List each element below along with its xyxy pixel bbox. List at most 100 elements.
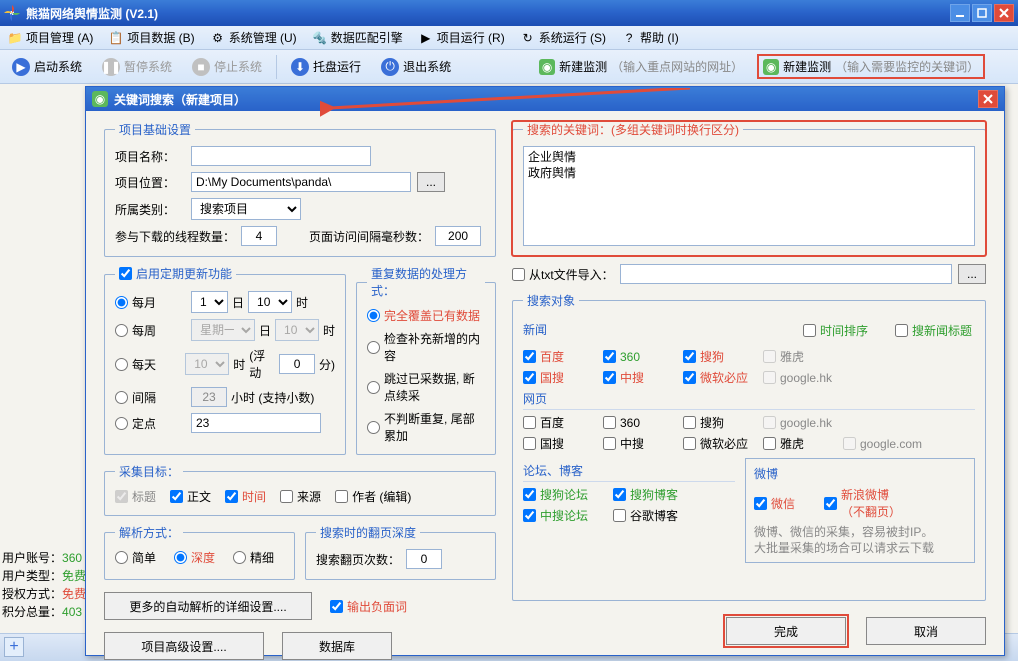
web-yahu-checkbox[interactable] <box>763 437 776 450</box>
float-input[interactable] <box>279 354 315 374</box>
parse-simple-radio[interactable] <box>115 551 128 564</box>
dialog-titlebar: ◉ 关键词搜索（新建项目） <box>86 87 1004 111</box>
google-blog-checkbox[interactable] <box>613 509 626 522</box>
zhongsou-forum-checkbox[interactable] <box>523 509 536 522</box>
import-browse-button[interactable]: ... <box>958 264 986 284</box>
schedule-legend: 启用定期更新功能 <box>115 265 236 283</box>
dup-supplement-radio[interactable] <box>367 341 380 354</box>
menu-system-mgmt[interactable]: ⚙系统管理 (U) <box>211 29 297 46</box>
threads-input[interactable] <box>241 226 277 246</box>
collect-title-checkbox <box>115 490 128 503</box>
browse-path-button[interactable]: ... <box>417 172 445 192</box>
web-sogou-checkbox[interactable] <box>683 416 696 429</box>
web-guosou-checkbox[interactable] <box>523 437 536 450</box>
import-txt-checkbox[interactable] <box>512 268 525 281</box>
stop-circle-icon: ■ <box>192 58 210 76</box>
parse-group: 解析方式： 简单 深度 精细 <box>104 524 295 580</box>
monthly-day-select[interactable]: 1 <box>191 291 228 313</box>
add-button[interactable]: + <box>4 637 24 657</box>
menu-project-mgmt[interactable]: 📁项目管理 (A) <box>8 29 93 46</box>
fixed-input[interactable] <box>191 413 321 433</box>
tray-button[interactable]: ⬇托盘运行 <box>285 56 367 78</box>
news-title-checkbox[interactable] <box>895 324 908 337</box>
menu-help[interactable]: ?帮助 (I) <box>622 29 679 46</box>
parse-fine-radio[interactable] <box>233 551 246 564</box>
news-baidu-checkbox[interactable] <box>523 350 536 363</box>
database-button[interactable]: 数据库 <box>282 632 392 660</box>
new-monitor-keyword[interactable]: ◉新建监测（输入需要监控的关键词） <box>757 54 985 79</box>
news-zhongsou-checkbox[interactable] <box>603 371 616 384</box>
interval-input[interactable] <box>435 226 481 246</box>
news-bing-checkbox[interactable] <box>683 371 696 384</box>
weekly-hour-select: 10 <box>275 319 319 341</box>
interval-radio[interactable] <box>115 391 128 404</box>
pause-circle-icon: ❚❚ <box>102 58 120 76</box>
toolbar: ▶启动系统 ❚❚暂停系统 ■停止系统 ⬇托盘运行 ⏻退出系统 ◉新建监测（输入重… <box>0 50 1018 84</box>
collect-legend: 采集目标： <box>115 463 183 480</box>
news-sogou-checkbox[interactable] <box>683 350 696 363</box>
dup-overwrite-radio[interactable] <box>367 309 380 322</box>
fixed-radio[interactable] <box>115 417 128 430</box>
pause-system-button[interactable]: ❚❚暂停系统 <box>96 56 178 78</box>
weekly-day-select: 星期一 <box>191 319 255 341</box>
targets-legend: 搜索对象 <box>523 292 579 309</box>
web-bing-checkbox[interactable] <box>683 437 696 450</box>
stop-system-button[interactable]: ■停止系统 <box>186 56 268 78</box>
weixin-checkbox[interactable] <box>754 497 767 510</box>
menu-system-run[interactable]: ↻系统运行 (S) <box>521 29 606 46</box>
category-select[interactable]: 搜索项目 <box>191 198 301 220</box>
neg-words-checkbox[interactable] <box>330 600 343 613</box>
web-googlecom-checkbox <box>843 437 856 450</box>
more-parse-settings-button[interactable]: 更多的自动解析的详细设置.... <box>104 592 312 620</box>
collect-author-checkbox[interactable] <box>335 490 348 503</box>
depth-group: 搜索时的翻页深度 搜索翻页次数： <box>305 524 496 580</box>
menu-project-run[interactable]: ▶项目运行 (R) <box>419 29 505 46</box>
dialog-icon: ◉ <box>92 91 108 107</box>
monthly-hour-select[interactable]: 10 <box>248 291 292 313</box>
web-zhongsou-checkbox[interactable] <box>603 437 616 450</box>
exit-button[interactable]: ⏻退出系统 <box>375 56 457 78</box>
refresh-icon: ↻ <box>521 31 535 45</box>
start-system-button[interactable]: ▶启动系统 <box>6 56 88 78</box>
minimize-button[interactable] <box>950 4 970 22</box>
weekly-radio[interactable] <box>115 324 128 337</box>
power-icon: ⏻ <box>381 58 399 76</box>
daily-radio[interactable] <box>115 358 128 371</box>
sogou-forum-checkbox[interactable] <box>523 488 536 501</box>
menu-project-data[interactable]: 📋项目数据 (B) <box>109 29 194 46</box>
sogou-blog-checkbox[interactable] <box>613 488 626 501</box>
new-monitor-url[interactable]: ◉新建监测（输入重点网站的网址） <box>533 56 749 77</box>
dup-append-radio[interactable] <box>367 421 380 434</box>
collect-time-checkbox[interactable] <box>225 490 238 503</box>
play-circle-icon: ▶ <box>12 58 30 76</box>
maximize-button[interactable] <box>972 4 992 22</box>
dialog-close-button[interactable] <box>978 90 998 108</box>
news-360-checkbox[interactable] <box>603 350 616 363</box>
web-360-checkbox[interactable] <box>603 416 616 429</box>
parse-legend: 解析方式： <box>115 524 183 541</box>
schedule-group: 启用定期更新功能 每月1日10时 每周星期一日10时 每天10时(浮动分) 间隔… <box>104 265 346 455</box>
sina-weibo-checkbox[interactable] <box>824 497 837 510</box>
cancel-button[interactable]: 取消 <box>866 617 986 645</box>
monthly-radio[interactable] <box>115 296 128 309</box>
time-sort-checkbox[interactable] <box>803 324 816 337</box>
keywords-textarea[interactable]: 企业舆情 政府舆情 <box>523 146 975 246</box>
collect-body-checkbox[interactable] <box>170 490 183 503</box>
advanced-settings-button[interactable]: 项目高级设置.... <box>104 632 264 660</box>
news-guosou-checkbox[interactable] <box>523 371 536 384</box>
dup-skip-radio[interactable] <box>367 381 380 394</box>
enable-schedule-checkbox[interactable] <box>119 267 132 280</box>
import-path-input[interactable] <box>620 264 952 284</box>
daily-hour-select: 10 <box>185 353 229 375</box>
monitor-icon: ◉ <box>763 59 779 75</box>
web-baidu-checkbox[interactable] <box>523 416 536 429</box>
ok-button[interactable]: 完成 <box>726 617 846 645</box>
close-button[interactable] <box>994 4 1014 22</box>
menu-data-match[interactable]: 🔩数据匹配引擎 <box>313 29 403 46</box>
collect-source-checkbox[interactable] <box>280 490 293 503</box>
parse-deep-radio[interactable] <box>174 551 187 564</box>
depth-input[interactable] <box>406 549 442 569</box>
project-name-input[interactable] <box>191 146 371 166</box>
project-path-input[interactable] <box>191 172 411 192</box>
dup-group: 重复数据的处理方式： 完全覆盖已有数据 检查补充新增的内容 跳过已采数据, 断点… <box>356 265 496 455</box>
